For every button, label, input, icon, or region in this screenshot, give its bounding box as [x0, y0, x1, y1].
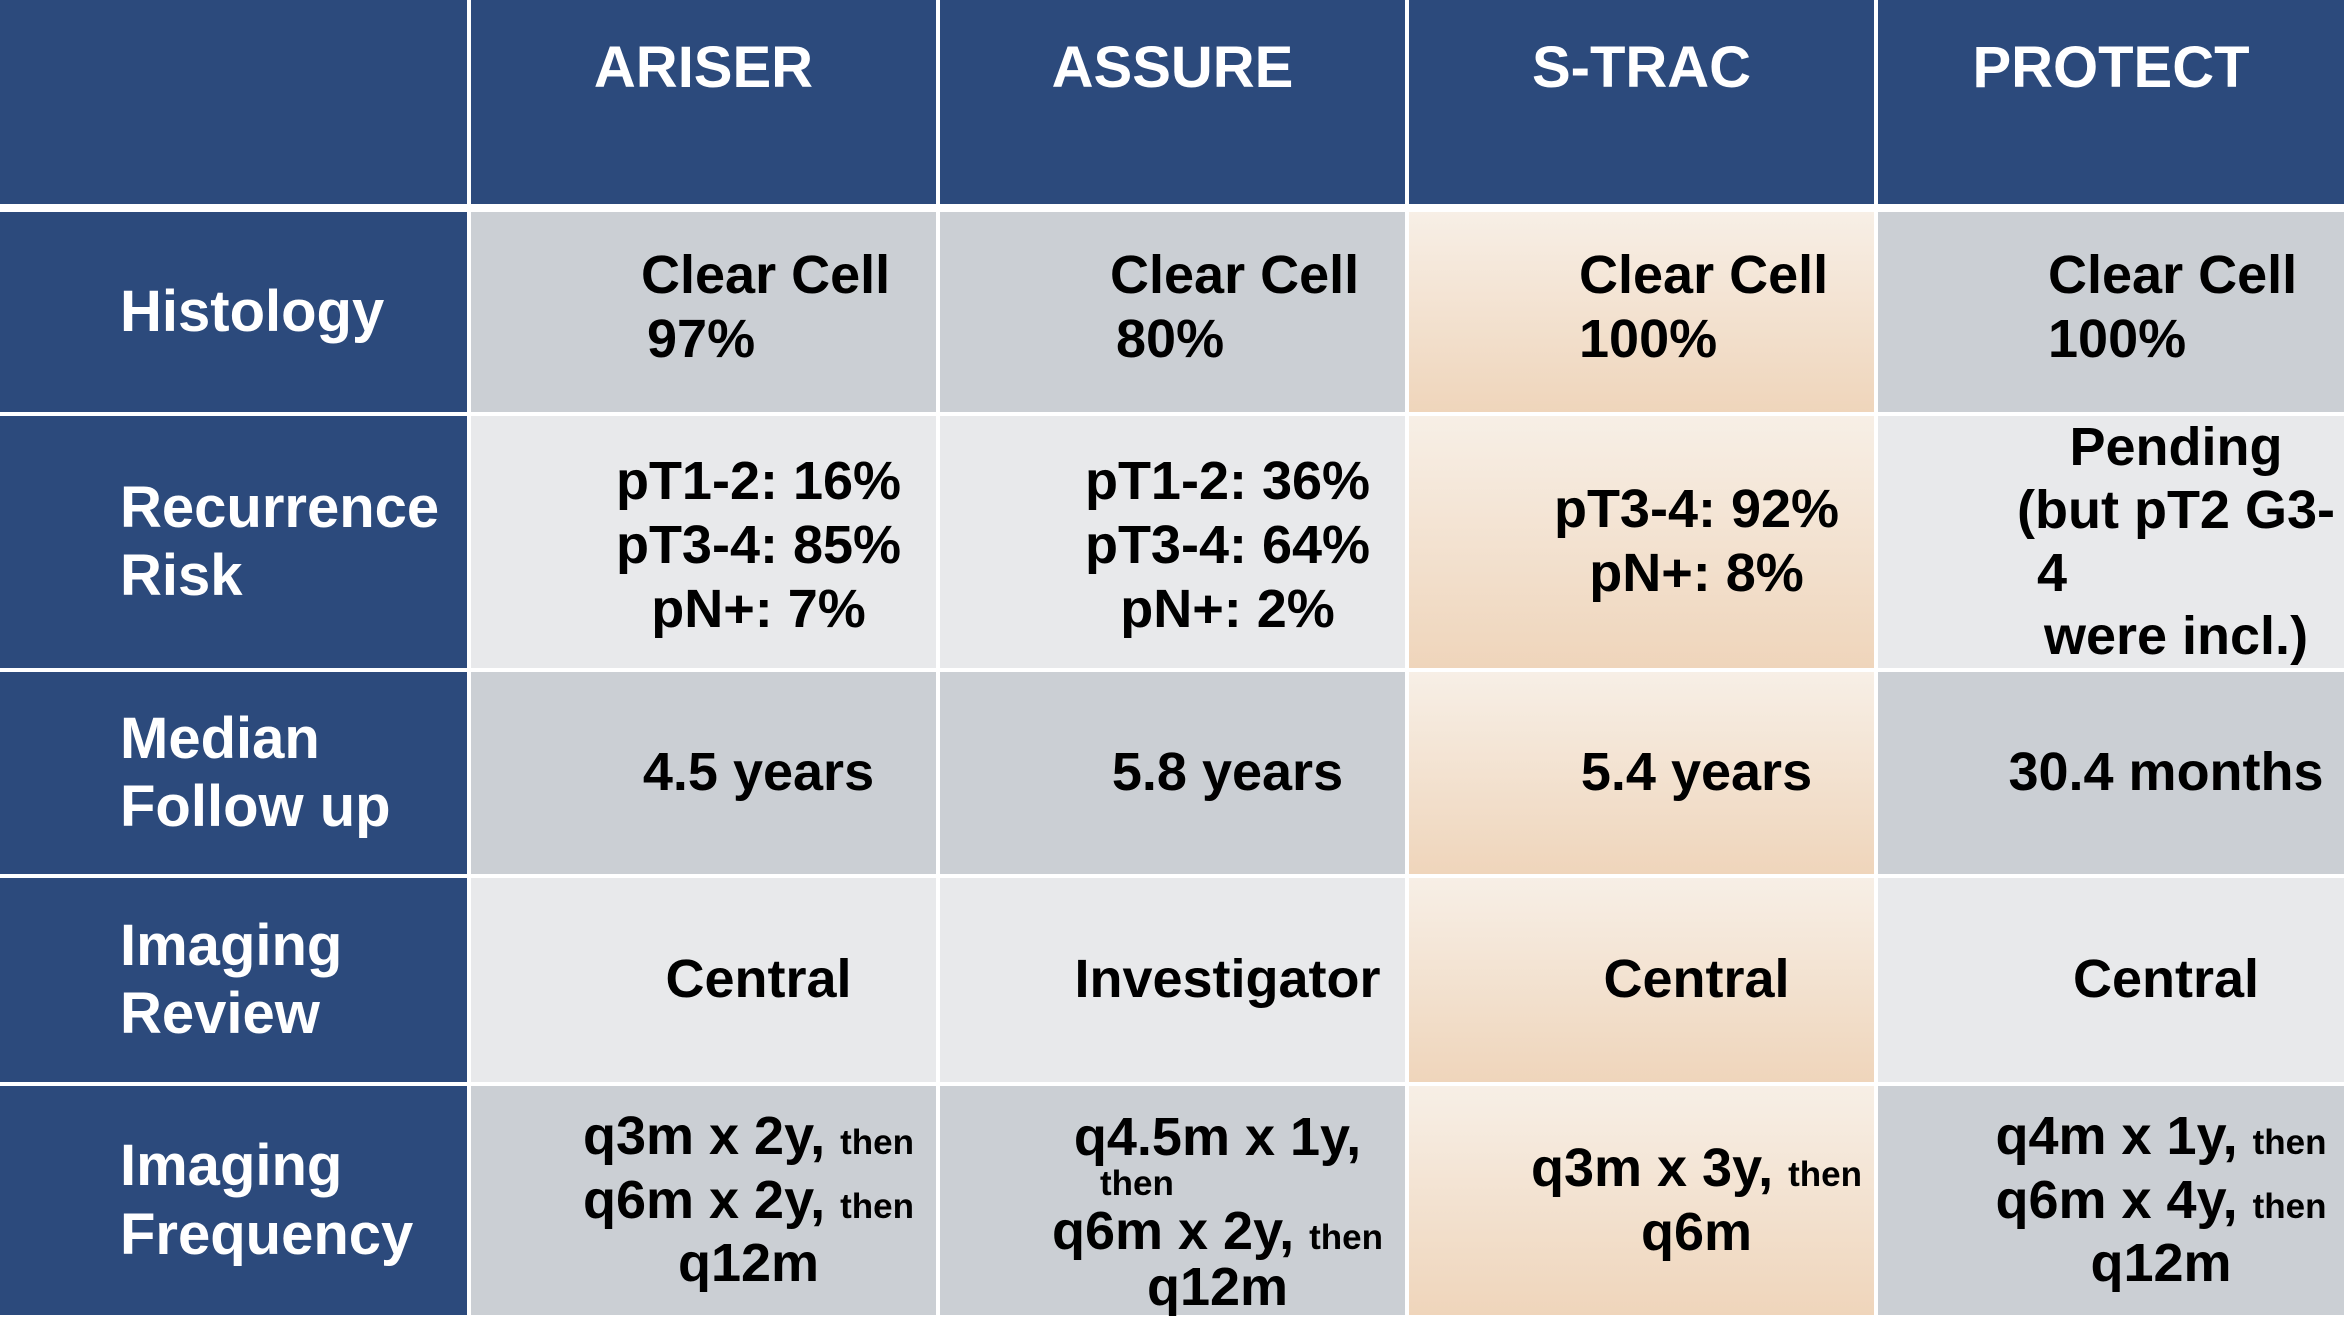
- header-assure: ASSURE: [940, 0, 1405, 204]
- header-protect: PROTECT: [1878, 0, 2344, 204]
- cell-frequency-ariser: q3m x 2y, then q6m x 2y, then q12m: [471, 1086, 936, 1315]
- row-label-imaging-frequency: Imaging Frequency: [0, 1086, 467, 1315]
- cell-recurrence-protect: Pending (but pT2 G3- 4 were incl.): [1878, 416, 2344, 668]
- cell-frequency-protect: q4m x 1y, then q6m x 4y, then q12m: [1878, 1086, 2344, 1315]
- header-corner: [0, 0, 467, 204]
- cell-follow-up-s-trac: 5.4 years: [1409, 672, 1874, 874]
- row-label-imaging-review: Imaging Review: [0, 878, 467, 1082]
- cell-follow-up-ariser: 4.5 years: [471, 672, 936, 874]
- cell-review-protect: Central: [1878, 878, 2344, 1082]
- cell-review-assure: Investigator: [940, 878, 1405, 1082]
- cell-frequency-assure: q4.5m x 1y, then q6m x 2y, then q12m: [940, 1086, 1405, 1315]
- row-label-median-follow-up: Median Follow up: [0, 672, 467, 874]
- cell-histology-assure: Clear Cell 80%: [940, 212, 1405, 412]
- cell-follow-up-protect: 30.4 months: [1878, 672, 2344, 874]
- cell-review-ariser: Central: [471, 878, 936, 1082]
- cell-recurrence-ariser: pT1-2: 16% pT3-4: 85% pN+: 7%: [471, 416, 936, 668]
- cell-frequency-s-trac: q3m x 3y, then q6m: [1409, 1086, 1874, 1315]
- cell-follow-up-assure: 5.8 years: [940, 672, 1405, 874]
- cell-histology-s-trac: Clear Cell 100%: [1409, 212, 1874, 412]
- cell-review-s-trac: Central: [1409, 878, 1874, 1082]
- header-s-trac: S-TRAC: [1409, 0, 1874, 204]
- cell-histology-ariser: Clear Cell 97%: [471, 212, 936, 412]
- cell-recurrence-s-trac: pT3-4: 92% pN+: 8%: [1409, 416, 1874, 668]
- row-label-recurrence-risk: Recurrence Risk: [0, 416, 467, 668]
- header-ariser: ARISER: [471, 0, 936, 204]
- cell-recurrence-assure: pT1-2: 36% pT3-4: 64% pN+: 2%: [940, 416, 1405, 668]
- cell-histology-protect: Clear Cell 100%: [1878, 212, 2344, 412]
- row-label-histology: Histology: [0, 212, 467, 412]
